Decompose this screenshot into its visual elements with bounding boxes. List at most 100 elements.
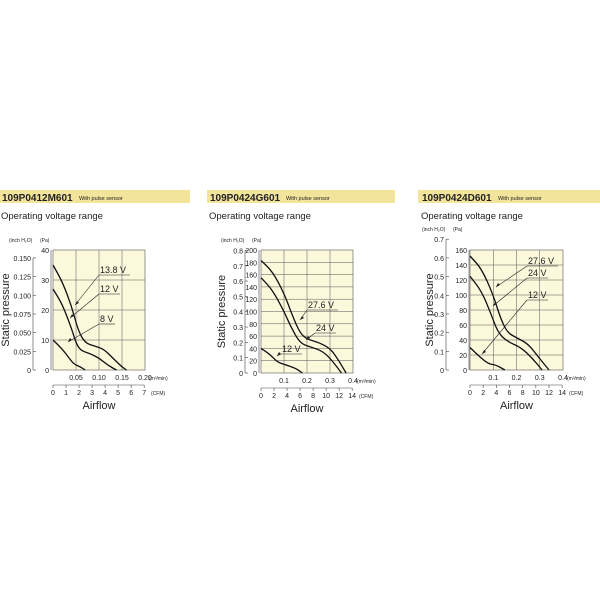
chart-title: Operating voltage range [1, 211, 103, 222]
xtick-m3min-label: 0.4 [558, 375, 568, 382]
series-curve-138V [52, 264, 127, 371]
ytick-pa-label: 20 [41, 308, 49, 315]
series-curve-276V [260, 259, 347, 374]
ytick-pa-label: 200 [245, 248, 257, 255]
ytick-pa-label: 160 [455, 248, 467, 255]
xtick-m3min-label: 0.2 [512, 375, 522, 382]
x-axis-title: Airflow [500, 400, 533, 412]
ytick-pa-label: 140 [245, 285, 257, 292]
series-label-pointer [67, 323, 100, 343]
ytick-inch-label: 0.4 [434, 293, 444, 300]
series-label: 27.6 V [528, 256, 554, 266]
pointer-arrowhead [496, 283, 500, 287]
y-unit-inch: (inch H₂O) [221, 238, 245, 244]
series-curve-8V [52, 339, 86, 371]
xtick-cfm-label: 6 [129, 390, 133, 397]
x-axis-title: Airflow [82, 400, 115, 412]
x-unit-cfm: (CFM) [569, 391, 583, 397]
x-unit-m3min: (m³/min) [149, 376, 168, 382]
series-label: 24 V [316, 323, 335, 333]
series-label: 13.8 V [100, 265, 126, 275]
y-unit-inch: (inch H₂O) [9, 238, 33, 244]
xtick-cfm-label: 4 [285, 393, 289, 400]
chart-title: Operating voltage range [421, 211, 523, 222]
model-name: 109P0412M601 [2, 193, 73, 204]
xtick-cfm-label: 2 [77, 390, 81, 397]
model-header-band [0, 190, 190, 203]
xtick-m3min-label: 0.15 [115, 375, 129, 382]
model-note: With pulse sensor [79, 196, 123, 202]
xtick-cfm-label: 0 [259, 393, 263, 400]
xtick-cfm-label: 6 [298, 393, 302, 400]
ytick-pa-label: 100 [245, 310, 257, 317]
plot-frame [260, 249, 354, 374]
xtick-cfm-label: 4 [494, 390, 498, 397]
pointer-arrowhead [306, 336, 310, 340]
xtick-m3min-label: 0.10 [92, 375, 106, 382]
pointer-arrowhead [70, 314, 74, 318]
series-curve-12V [260, 347, 303, 374]
y-unit-pa: (Pa) [252, 238, 262, 244]
xtick-cfm-label: 4 [103, 390, 107, 397]
ytick-inch-label: 0.3 [434, 312, 444, 319]
xtick-cfm-label: 14 [348, 393, 356, 400]
y-axis-title: Static pressure [0, 273, 12, 346]
ytick-pa-label: 140 [455, 263, 467, 270]
ytick-inch-label: 0.3 [233, 325, 243, 332]
ytick-inch-label: 0 [27, 368, 31, 375]
xtick-m3min-label: 0.3 [325, 378, 335, 385]
xtick-cfm-label: 7 [142, 390, 146, 397]
series-label-pointer [481, 299, 528, 355]
ytick-pa-label: 60 [459, 323, 467, 330]
xtick-cfm-label: 12 [335, 393, 343, 400]
series-label-pointer [492, 277, 528, 307]
xtick-cfm-label: 14 [558, 390, 566, 397]
xtick-m3min-label: 0.4 [348, 378, 358, 385]
series-curve-24V [469, 275, 543, 371]
y-unit-inch: (inch H₂O) [422, 227, 446, 233]
ytick-inch-label: 0.6 [233, 279, 243, 286]
series-curve-12V [52, 288, 117, 371]
xtick-m3min-label: 0.20 [138, 375, 152, 382]
ytick-pa-label: 60 [249, 334, 257, 341]
xtick-cfm-label: 5 [116, 390, 120, 397]
ytick-pa-label: 120 [455, 278, 467, 285]
xtick-cfm-label: 2 [272, 393, 276, 400]
xtick-m3min-label: 0.2 [302, 378, 312, 385]
ytick-pa-label: 160 [245, 273, 257, 280]
xtick-m3min-label: 0.1 [488, 375, 498, 382]
model-note: With pulse sensor [286, 196, 330, 202]
x-unit-cfm: (CFM) [359, 394, 373, 400]
y-axis-title: Static pressure [424, 273, 436, 346]
xtick-cfm-label: 10 [532, 390, 540, 397]
xtick-cfm-label: 12 [545, 390, 553, 397]
ytick-inch-label: 0.4 [233, 310, 243, 317]
model-name: 109P0424G601 [210, 193, 281, 204]
pointer-arrowhead [493, 302, 497, 306]
xtick-cfm-label: 0 [51, 390, 55, 397]
model-header-band [207, 190, 395, 203]
ytick-pa-label: 0 [463, 368, 467, 375]
ytick-pa-label: 40 [41, 248, 49, 255]
ytick-inch-label: 0 [440, 368, 444, 375]
ytick-pa-label: 120 [245, 297, 257, 304]
ytick-inch-label: 0.7 [434, 237, 444, 244]
ytick-inch-label: 0.1 [434, 349, 444, 356]
ytick-inch-label: 0.5 [434, 275, 444, 282]
series-label-pointer [69, 293, 100, 319]
ytick-pa-label: 10 [41, 338, 49, 345]
pointer-arrowhead [75, 301, 79, 305]
ytick-pa-label: 80 [249, 322, 257, 329]
ytick-inch-label: 0.050 [13, 331, 31, 338]
series-label: 12 V [528, 290, 547, 300]
ytick-inch-label: 0.8 [233, 248, 243, 255]
ytick-inch-label: 0.075 [13, 312, 31, 319]
ytick-pa-label: 0 [253, 371, 257, 378]
ytick-pa-label: 100 [455, 293, 467, 300]
model-name: 109P0424D601 [422, 193, 492, 204]
series-label: 12 V [282, 344, 301, 354]
ytick-pa-label: 40 [459, 338, 467, 345]
pointer-arrowhead [482, 350, 486, 354]
series-label: 24 V [528, 268, 547, 278]
